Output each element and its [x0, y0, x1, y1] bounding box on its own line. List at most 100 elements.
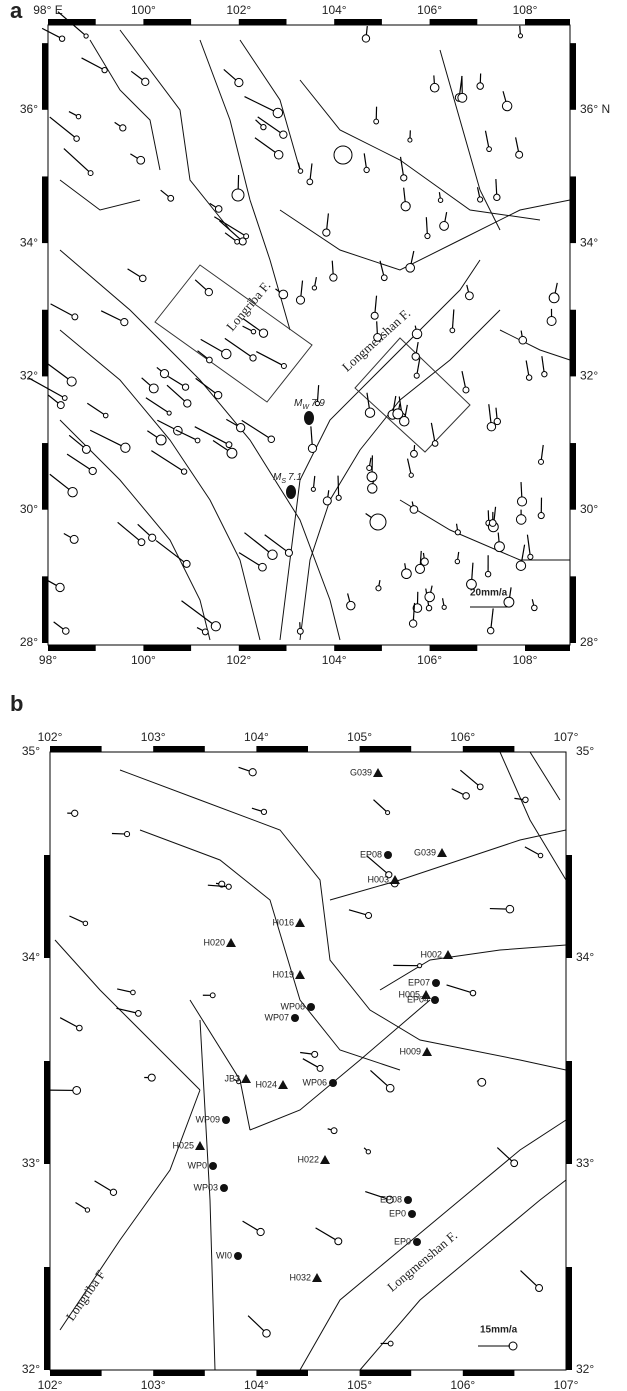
error-ellipse [148, 383, 159, 394]
error-ellipse [183, 399, 192, 408]
gps-station [431, 996, 439, 1004]
lat-tick-label: 32° [22, 1362, 40, 1376]
epicenter [304, 411, 314, 425]
error-ellipse [537, 458, 545, 465]
error-ellipse [517, 33, 524, 39]
scale-circle [508, 1341, 518, 1351]
velocity-vector [430, 422, 436, 444]
velocity-vector [69, 915, 86, 924]
station-label: JB3 [224, 1073, 240, 1083]
error-ellipse [316, 1064, 324, 1072]
error-ellipse [258, 562, 267, 572]
frame-segment [50, 746, 102, 752]
error-ellipse [454, 558, 461, 565]
frame-segment [42, 43, 48, 110]
velocity-vector [145, 397, 170, 414]
error-ellipse [493, 417, 502, 426]
error-ellipse [280, 362, 287, 369]
error-ellipse [238, 237, 247, 246]
error-ellipse [535, 1284, 544, 1292]
velocity-vector [175, 429, 198, 441]
velocity-vector [366, 855, 390, 876]
gps-station [312, 1273, 322, 1282]
gps-station [432, 979, 440, 987]
lon-tick-label: 106° [417, 3, 442, 17]
lon-tick-label: 108° [513, 3, 538, 17]
error-ellipse [213, 390, 223, 400]
error-ellipse [454, 529, 461, 536]
error-ellipse [493, 193, 501, 202]
lat-tick-label: 32° [576, 1362, 594, 1376]
error-ellipse [214, 205, 223, 213]
frame-segment [256, 1370, 308, 1376]
error-ellipse [236, 1079, 242, 1085]
error-ellipse [225, 883, 232, 890]
frame-segment [238, 645, 287, 651]
error-ellipse [148, 533, 157, 542]
error-ellipse [243, 233, 250, 240]
error-ellipse [278, 289, 289, 300]
velocity-vector [520, 1270, 540, 1289]
error-ellipse [401, 568, 412, 580]
frame-segment [48, 19, 96, 25]
error-ellipse [221, 348, 232, 360]
velocity-vector [155, 540, 188, 565]
gps-station [422, 1047, 432, 1056]
error-ellipse [307, 443, 318, 454]
panel-label: b [10, 691, 23, 716]
station-label: EP0 [389, 1208, 406, 1218]
error-ellipse [71, 313, 79, 321]
lon-tick-label: 104° [244, 730, 269, 744]
error-ellipse [279, 130, 288, 139]
error-ellipse [510, 1159, 519, 1168]
error-ellipse [505, 904, 515, 914]
error-ellipse [310, 486, 316, 492]
error-ellipse [527, 553, 534, 560]
lon-tick-label: 103° [141, 1378, 166, 1391]
error-ellipse [457, 92, 468, 103]
error-ellipse [67, 486, 78, 498]
lat-tick-label: 35° [576, 744, 594, 758]
velocity-vector [264, 534, 290, 554]
velocity-vector [446, 984, 474, 994]
error-ellipse [234, 77, 244, 88]
error-ellipse [449, 327, 456, 334]
error-ellipse [399, 416, 410, 427]
error-ellipse [407, 137, 413, 143]
gps-station [413, 1238, 421, 1246]
gps-station [408, 1210, 416, 1218]
error-ellipse [109, 1188, 118, 1196]
gps-station [384, 851, 392, 859]
station-label: H022 [297, 1154, 319, 1164]
error-ellipse [71, 809, 79, 817]
velocity-vector [244, 96, 279, 114]
error-ellipse [412, 603, 423, 613]
station-label: EP07 [408, 977, 430, 987]
lat-tick-label: 32° [580, 369, 598, 383]
error-ellipse [123, 831, 131, 838]
velocity-vector [256, 351, 285, 367]
error-ellipse [501, 100, 513, 112]
error-ellipse [477, 1077, 487, 1087]
gps-station [443, 950, 453, 959]
frame-segment [525, 19, 570, 25]
lon-tick-label: 103° [141, 730, 166, 744]
error-ellipse [236, 423, 246, 433]
station-label: WP06 [280, 1001, 305, 1011]
station-label: EP08 [360, 849, 382, 859]
error-ellipse [136, 155, 146, 165]
error-ellipse [405, 263, 416, 273]
error-ellipse [55, 582, 65, 593]
error-ellipse [83, 33, 89, 39]
error-ellipse [385, 1083, 395, 1093]
lon-tick-label: 102° [38, 1378, 63, 1391]
error-ellipse [518, 335, 528, 345]
velocity-vector [63, 148, 91, 174]
error-ellipse [373, 118, 380, 125]
gps-station [404, 1196, 412, 1204]
error-ellipse [363, 166, 370, 174]
error-ellipse [204, 287, 213, 297]
error-ellipse [258, 328, 269, 338]
station-label: G039 [414, 847, 436, 857]
